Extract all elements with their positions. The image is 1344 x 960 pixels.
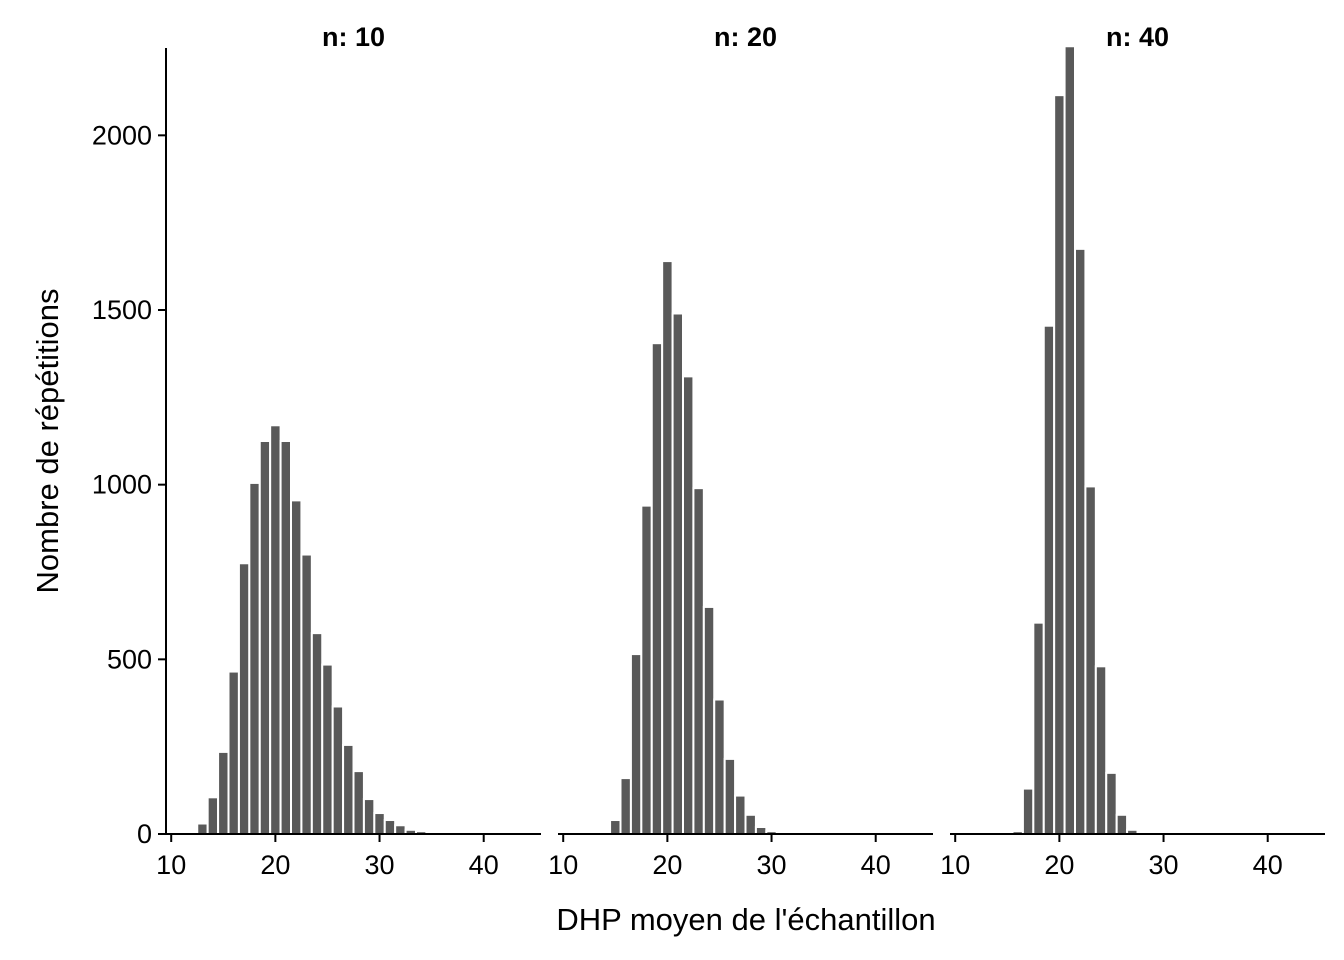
- histogram-bar: [713, 698, 726, 835]
- histogram-bar: [1115, 813, 1129, 836]
- histogram-bar: [310, 632, 324, 836]
- x-tick-label: 20: [1044, 850, 1074, 880]
- histogram-bar: [682, 375, 695, 835]
- histogram-bar: [1021, 787, 1035, 836]
- x-tick-label: 30: [1149, 850, 1179, 880]
- x-tick-label: 30: [757, 850, 787, 880]
- histogram-bar: [692, 487, 705, 835]
- histogram-bar: [640, 504, 653, 835]
- histogram-bar: [1042, 324, 1056, 835]
- histogram-bar: [619, 777, 632, 836]
- histogram-bar: [394, 824, 407, 835]
- histogram-bar: [702, 605, 716, 836]
- histogram-bar: [1063, 45, 1077, 835]
- histogram-bar: [206, 796, 220, 836]
- panel-title: n: 10: [322, 22, 385, 52]
- histogram-bar: [321, 663, 334, 835]
- x-tick-label: 40: [1253, 850, 1283, 880]
- histogram-bar: [629, 653, 643, 835]
- histogram-bar: [258, 440, 272, 835]
- histogram-bar: [237, 562, 251, 835]
- x-tick-label: 20: [652, 850, 682, 880]
- histogram-bar: [248, 481, 261, 835]
- y-tick-label: 1500: [92, 295, 152, 325]
- histogram-bar: [1105, 771, 1118, 835]
- x-tick-label: 10: [940, 850, 970, 880]
- histogram-bar: [352, 770, 365, 835]
- histogram-bar: [1084, 485, 1097, 835]
- histogram-bar: [734, 794, 747, 835]
- x-tick-label: 40: [861, 850, 891, 880]
- panel-title: n: 20: [714, 22, 777, 52]
- histogram-bar: [342, 743, 355, 835]
- histogram-bar: [754, 826, 768, 835]
- histogram-bar: [362, 798, 376, 835]
- histogram-bar: [383, 819, 397, 836]
- y-axis-title: Nombre de répétitions: [30, 289, 65, 594]
- panel-title: n: 40: [1106, 22, 1169, 52]
- y-tick-label: 2000: [92, 120, 152, 150]
- histogram-bar: [300, 553, 313, 835]
- histogram-bar: [279, 440, 293, 835]
- x-tick-label: 10: [156, 850, 186, 880]
- x-axis-title: DHP moyen de l'échantillon: [556, 902, 935, 937]
- histogram-bar: [217, 750, 230, 836]
- histogram-bar: [1094, 665, 1108, 835]
- histogram-bar: [744, 813, 757, 836]
- histogram-bar: [290, 499, 303, 835]
- y-tick-label: 1000: [92, 470, 152, 500]
- histogram-bar: [196, 822, 209, 836]
- histogram-bar: [373, 812, 386, 835]
- x-tick-label: 20: [260, 850, 290, 880]
- histogram-bar: [269, 424, 282, 835]
- y-tick-label: 0: [137, 819, 152, 849]
- histogram-bar: [331, 705, 345, 836]
- histogram-bar: [1053, 94, 1066, 836]
- y-tick-label: 500: [107, 644, 152, 674]
- histogram-bar: [650, 342, 664, 835]
- histogram-bar: [723, 757, 737, 835]
- x-tick-label: 10: [548, 850, 578, 880]
- histogram-bar: [609, 819, 622, 836]
- histogram-bar: [671, 312, 684, 835]
- x-tick-label: 40: [469, 850, 499, 880]
- x-tick-label: 30: [365, 850, 395, 880]
- histogram-bar: [1074, 247, 1087, 836]
- histogram-bar: [661, 260, 674, 835]
- histogram-bar: [227, 670, 240, 835]
- histogram-bar: [1032, 621, 1045, 835]
